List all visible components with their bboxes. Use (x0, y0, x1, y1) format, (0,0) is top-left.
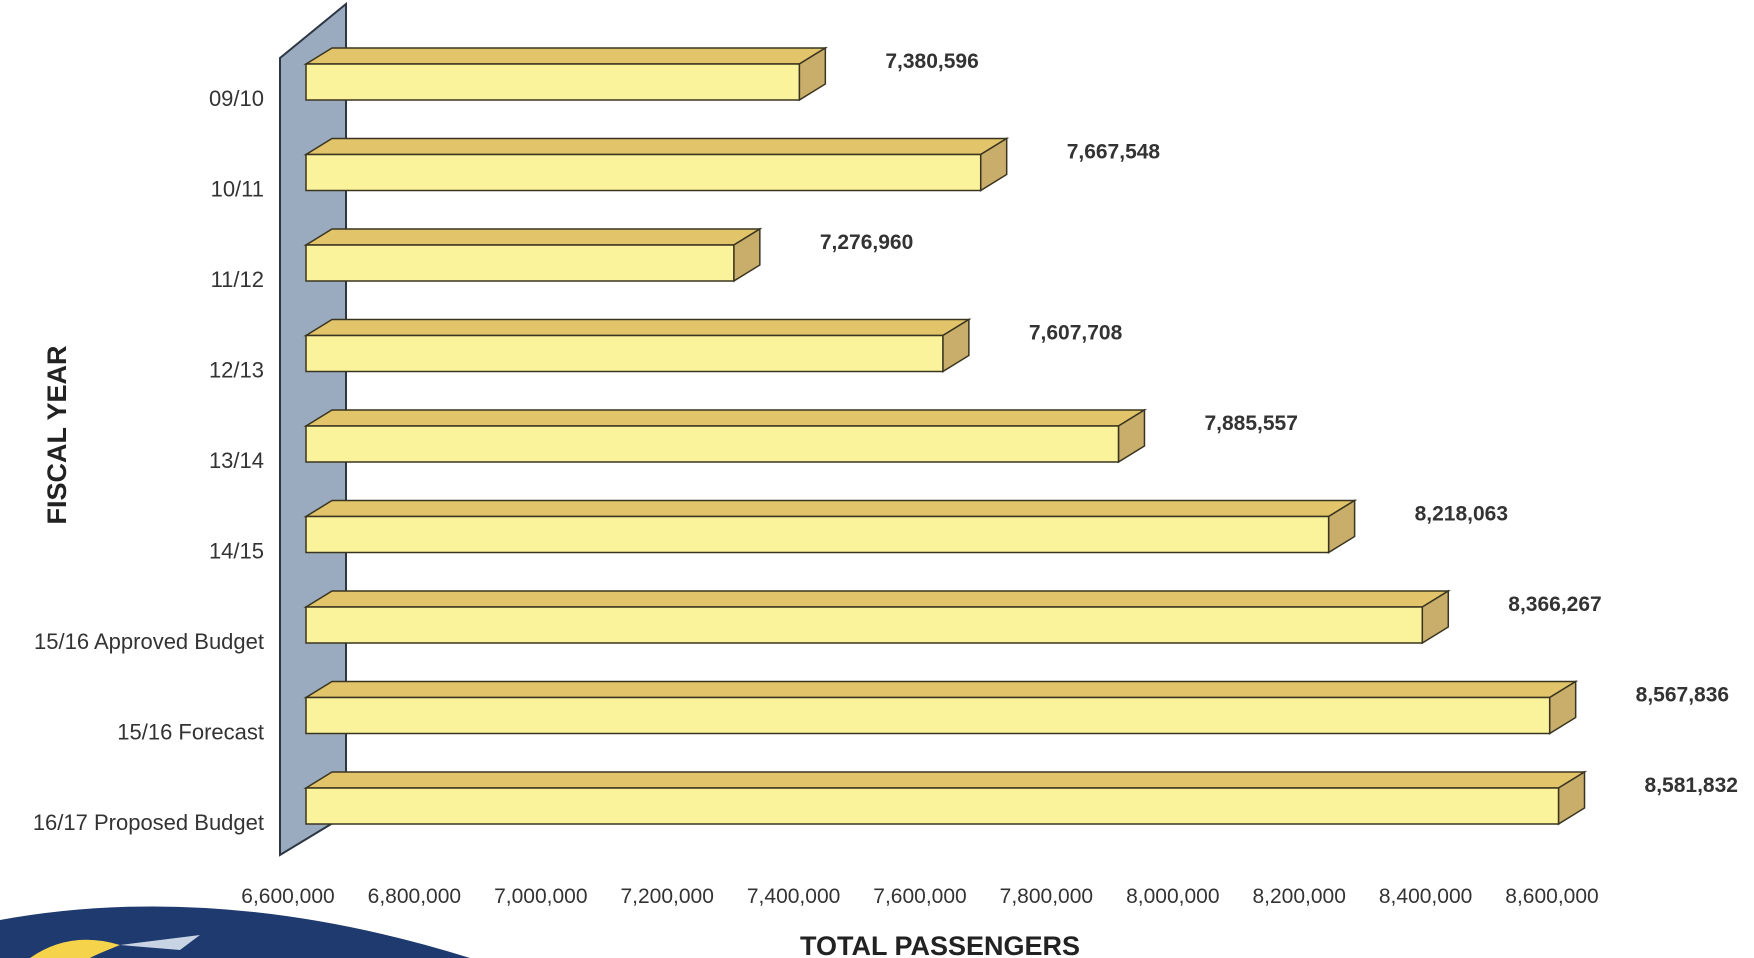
category-label: 12/13 (209, 358, 264, 383)
value-label: 7,380,596 (885, 50, 978, 73)
x-tick-label: 7,600,000 (873, 885, 966, 908)
value-labels: 7,380,596 7,667,548 7,276,960 7,607,708 7,88… (820, 50, 1738, 797)
bar-top-face (303, 137, 1010, 156)
value-label: 7,667,548 (1067, 141, 1161, 164)
x-tick-label: 8,400,000 (1379, 885, 1472, 908)
category-label: 15/16 Approved Budget (34, 629, 264, 654)
bar-top-face (303, 771, 1588, 789)
bar-2 (303, 137, 1010, 192)
bar-front-face (305, 696, 1551, 735)
x-tick-labels: 6,600,000 6,800,000 7,000,000 7,200,000 7,40… (241, 885, 1598, 908)
bar-top-face (303, 47, 828, 65)
x-tick-label: 7,200,000 (620, 885, 713, 908)
x-tick-label: 7,000,000 (494, 885, 587, 908)
value-label: 8,218,063 (1415, 503, 1508, 526)
value-label: 7,885,557 (1204, 412, 1297, 435)
x-tick-label: 8,000,000 (1126, 885, 1219, 908)
category-label: 09/10 (209, 86, 264, 111)
bars-group (303, 46, 1588, 826)
bar-front-face (305, 515, 1330, 554)
category-label: 11/12 (211, 267, 264, 292)
x-axis-title: TOTAL PASSENGERS (800, 931, 1080, 958)
category-label: 13/14 (209, 448, 264, 473)
bar-front-face (305, 787, 1560, 825)
bar-front-face (305, 606, 1424, 644)
x-tick-label: 7,400,000 (747, 885, 840, 908)
bar-9 (303, 770, 1588, 826)
x-tick-label: 7,800,000 (1000, 885, 1093, 908)
category-label: 15/16 Forecast (117, 720, 264, 745)
x-tick-label: 6,800,000 (368, 885, 461, 908)
category-label: 10/11 (211, 177, 264, 202)
value-label: 8,366,267 (1508, 593, 1601, 616)
bar-7 (303, 589, 1451, 645)
bar-top-face (303, 228, 763, 246)
x-tick-label: 8,200,000 (1252, 885, 1345, 908)
category-label: 16/17 Proposed Budget (33, 810, 264, 835)
bar-1 (303, 46, 828, 102)
bar-3 (303, 227, 763, 283)
bar-front-face (305, 153, 982, 192)
bar-top-face (303, 409, 1148, 427)
y-axis-title: FISCAL YEAR (42, 345, 72, 524)
x-tick-label: 8,600,000 (1505, 885, 1598, 908)
logo-swoosh (0, 906, 470, 958)
category-label: 14/15 (209, 539, 264, 564)
value-label: 7,276,960 (820, 231, 913, 254)
bar-8 (303, 680, 1579, 735)
bar-top-face (303, 318, 972, 337)
bar-front-face (305, 244, 735, 282)
bar-5 (303, 408, 1148, 464)
bar-front-face (305, 63, 801, 101)
bar-top-face (303, 680, 1579, 699)
bar-front-face (305, 334, 944, 373)
value-label: 7,607,708 (1029, 322, 1123, 345)
value-label: 8,581,832 (1645, 774, 1738, 797)
value-label: 8,567,836 (1636, 684, 1729, 707)
x-tick-label: 6,600,000 (241, 885, 334, 908)
bar-6 (303, 499, 1358, 554)
bar-4 (303, 318, 972, 373)
bar-top-face (303, 590, 1451, 608)
bar-front-face (305, 425, 1120, 463)
category-labels: 09/10 10/11 11/12 12/13 13/14 14/15 15/16 Appr… (33, 86, 264, 835)
bar-top-face (303, 499, 1358, 518)
